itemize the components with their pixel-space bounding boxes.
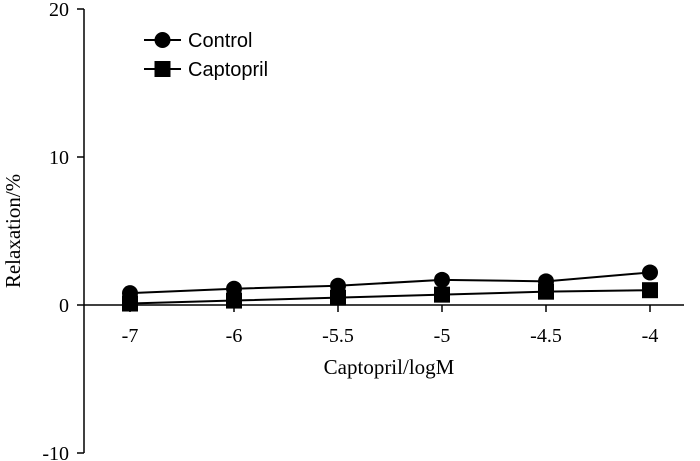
y-axis-title: Relaxation/% <box>1 174 25 288</box>
legend-item-captopril: Captopril <box>144 59 268 81</box>
y-axis: -10 0 10 20 <box>42 0 85 461</box>
legend-square-marker-icon <box>154 61 171 77</box>
x-tick-label: -6 <box>226 325 243 347</box>
legend-item-control: Control <box>144 30 252 52</box>
x-axis-title: Captopril/logM <box>324 355 455 379</box>
x-tick-label: -4.5 <box>530 325 562 347</box>
y-tick-label: 10 <box>49 147 69 169</box>
legend-circle-marker-icon <box>154 32 171 48</box>
series-line-control <box>129 271 651 295</box>
y-tick-label: 20 <box>49 0 69 21</box>
y-ticks: -10 0 10 20 <box>42 0 84 461</box>
data-point-captopril <box>122 295 138 312</box>
y-tick-label: -10 <box>42 443 69 461</box>
series-line-captopril <box>129 289 651 305</box>
x-tick-label: -5 <box>434 325 451 347</box>
x-tick-label: -5.5 <box>322 325 354 347</box>
data-point-control <box>642 264 658 281</box>
x-ticks: -7 -6 -5.5 -5 -4.5 -4 <box>122 305 659 347</box>
series-layer <box>122 264 658 312</box>
legend-label-control: Control <box>188 30 252 52</box>
data-point-captopril <box>434 286 450 303</box>
x-tick-label: -4 <box>642 325 659 347</box>
data-point-captopril <box>330 289 346 306</box>
legend: Control Captopril <box>144 30 268 81</box>
x-tick-label: -7 <box>122 325 139 347</box>
data-point-captopril <box>226 292 242 309</box>
data-point-control <box>434 271 450 288</box>
legend-label-captopril: Captopril <box>188 59 268 81</box>
y-tick-label: 0 <box>59 295 69 317</box>
data-point-captopril <box>642 282 658 299</box>
data-point-captopril <box>538 283 554 300</box>
x-axis: -7 -6 -5.5 -5 -4.5 -4 <box>84 304 684 347</box>
